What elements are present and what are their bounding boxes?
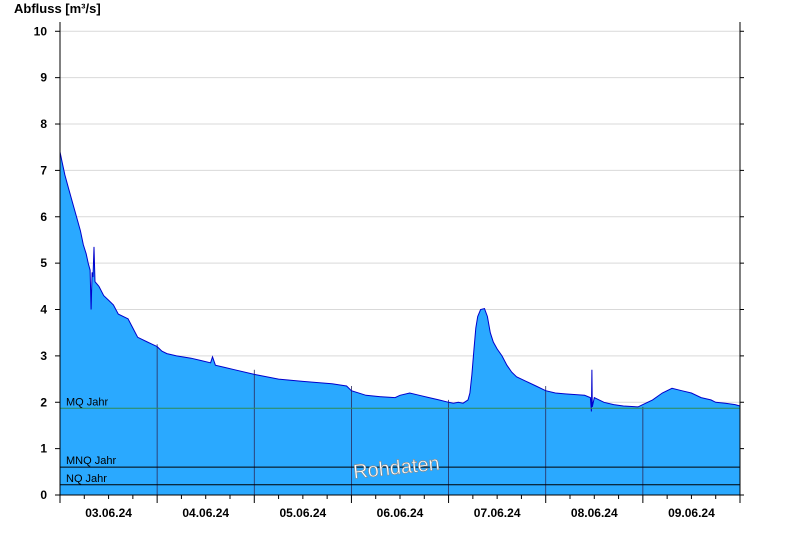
y-tick-label: 6 [40,210,47,224]
x-tick-label: 05.06.24 [279,506,326,520]
y-tick-label: 7 [40,163,47,177]
reference-lines: MQ Jahr MNQ Jahr NQ Jahr [60,396,740,486]
y-tick-label: 2 [40,395,47,409]
y-tick-label: 8 [40,117,47,131]
x-tick-label: 08.06.24 [571,506,618,520]
discharge-line [59,151,741,412]
reference-label-mq-jahr: MQ Jahr [66,396,109,408]
y-tick-label: 3 [40,349,47,363]
y-tick-label: 4 [40,303,47,317]
axes: 0 1 2 3 4 5 6 7 8 9 10 03.06.24 04.06.24 05.06.24 06.0… [34,22,744,520]
discharge-area [60,151,740,496]
reference-label-nq-jahr: NQ Jahr [66,473,107,485]
y-tick-label: 9 [40,71,47,85]
day-boundary-lines [156,344,644,495]
x-tick-label: 04.06.24 [182,506,229,520]
x-tick-label: 03.06.24 [85,506,132,520]
y-tick-label: 0 [40,488,47,502]
x-tick-label: 07.06.24 [474,506,521,520]
y-tick-label: 1 [40,442,47,456]
x-tick-label: 09.06.24 [668,506,715,520]
y-tick-label: 5 [40,256,47,270]
reference-label-mnq-jahr: MNQ Jahr [66,455,116,467]
y-tick-label: 10 [34,24,48,38]
x-tick-label: 06.06.24 [377,506,424,520]
y-axis-title: Abfluss [m³/s] [14,1,101,16]
